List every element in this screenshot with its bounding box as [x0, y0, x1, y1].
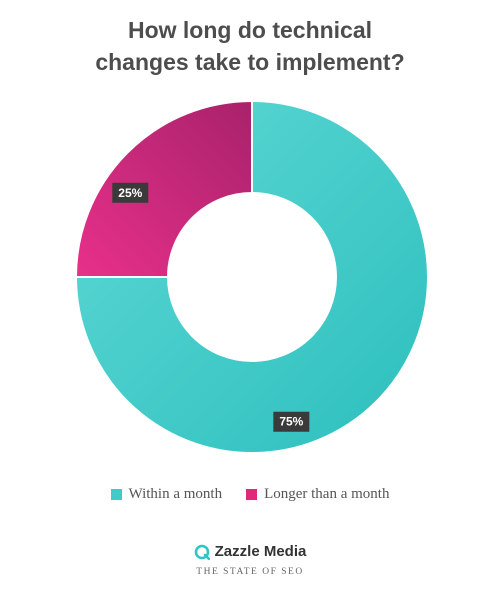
- chart-title: How long do technical changes take to im…: [0, 14, 500, 78]
- legend-item-within-a-month: Within a month: [110, 486, 223, 503]
- chart-title-line-2: changes take to implement?: [95, 49, 405, 75]
- chart-title-line-1: How long do technical: [127, 17, 373, 43]
- data-label-text: 25%: [118, 186, 142, 200]
- legend-label-longer-than-a-month: Longer than a month: [264, 486, 390, 502]
- legend-swatch-longer-than-a-month: [246, 489, 258, 500]
- donut-slice-longer-than-a-month: [74, 99, 253, 278]
- data-label-within-a-month: 75%: [273, 411, 310, 432]
- chart-legend: Within a month Longer than a month: [0, 486, 500, 503]
- legend-item-longer-than-a-month: Longer than a month: [246, 486, 389, 503]
- data-label-background: [112, 182, 149, 203]
- donut-chart: 75% 25%: [74, 99, 429, 454]
- legend-label-within-a-month: Within a month: [128, 486, 223, 502]
- legend-swatch-within-a-month: [110, 489, 122, 500]
- data-label-longer-than-a-month: 25%: [112, 182, 149, 203]
- data-label-text: 75%: [279, 415, 303, 429]
- donut-slice-within-a-month: [74, 99, 429, 454]
- brand-subtitle: THE STATE OF SEO: [196, 566, 304, 577]
- brand-footer: Zazzle Media THE STATE OF SEO: [0, 543, 500, 577]
- brand-name: Zazzle Media: [214, 543, 307, 560]
- zazzle-media-logo-icon: [194, 544, 210, 560]
- data-label-background: [273, 411, 310, 432]
